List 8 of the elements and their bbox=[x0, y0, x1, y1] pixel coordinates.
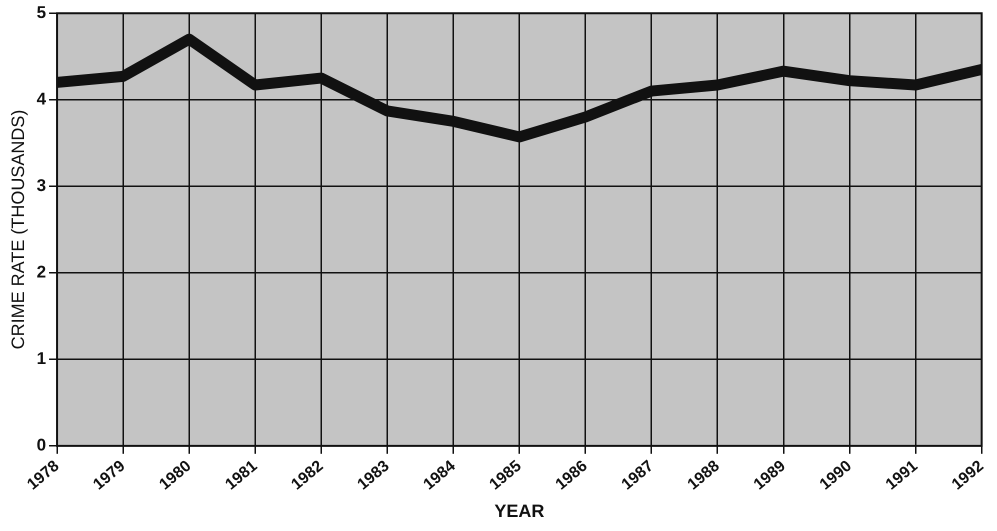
x-axis-title: YEAR bbox=[494, 501, 544, 522]
y-axis-title: CRIME RATE (THOUSANDS) bbox=[8, 110, 28, 350]
y-tick-label: 2 bbox=[36, 262, 46, 282]
y-tick-label: 3 bbox=[36, 176, 46, 195]
y-tick-label: 5 bbox=[36, 2, 46, 22]
y-tick-label: 1 bbox=[36, 348, 46, 368]
y-tick-label: 4 bbox=[36, 89, 47, 108]
y-tick-label: 0 bbox=[36, 436, 46, 454]
